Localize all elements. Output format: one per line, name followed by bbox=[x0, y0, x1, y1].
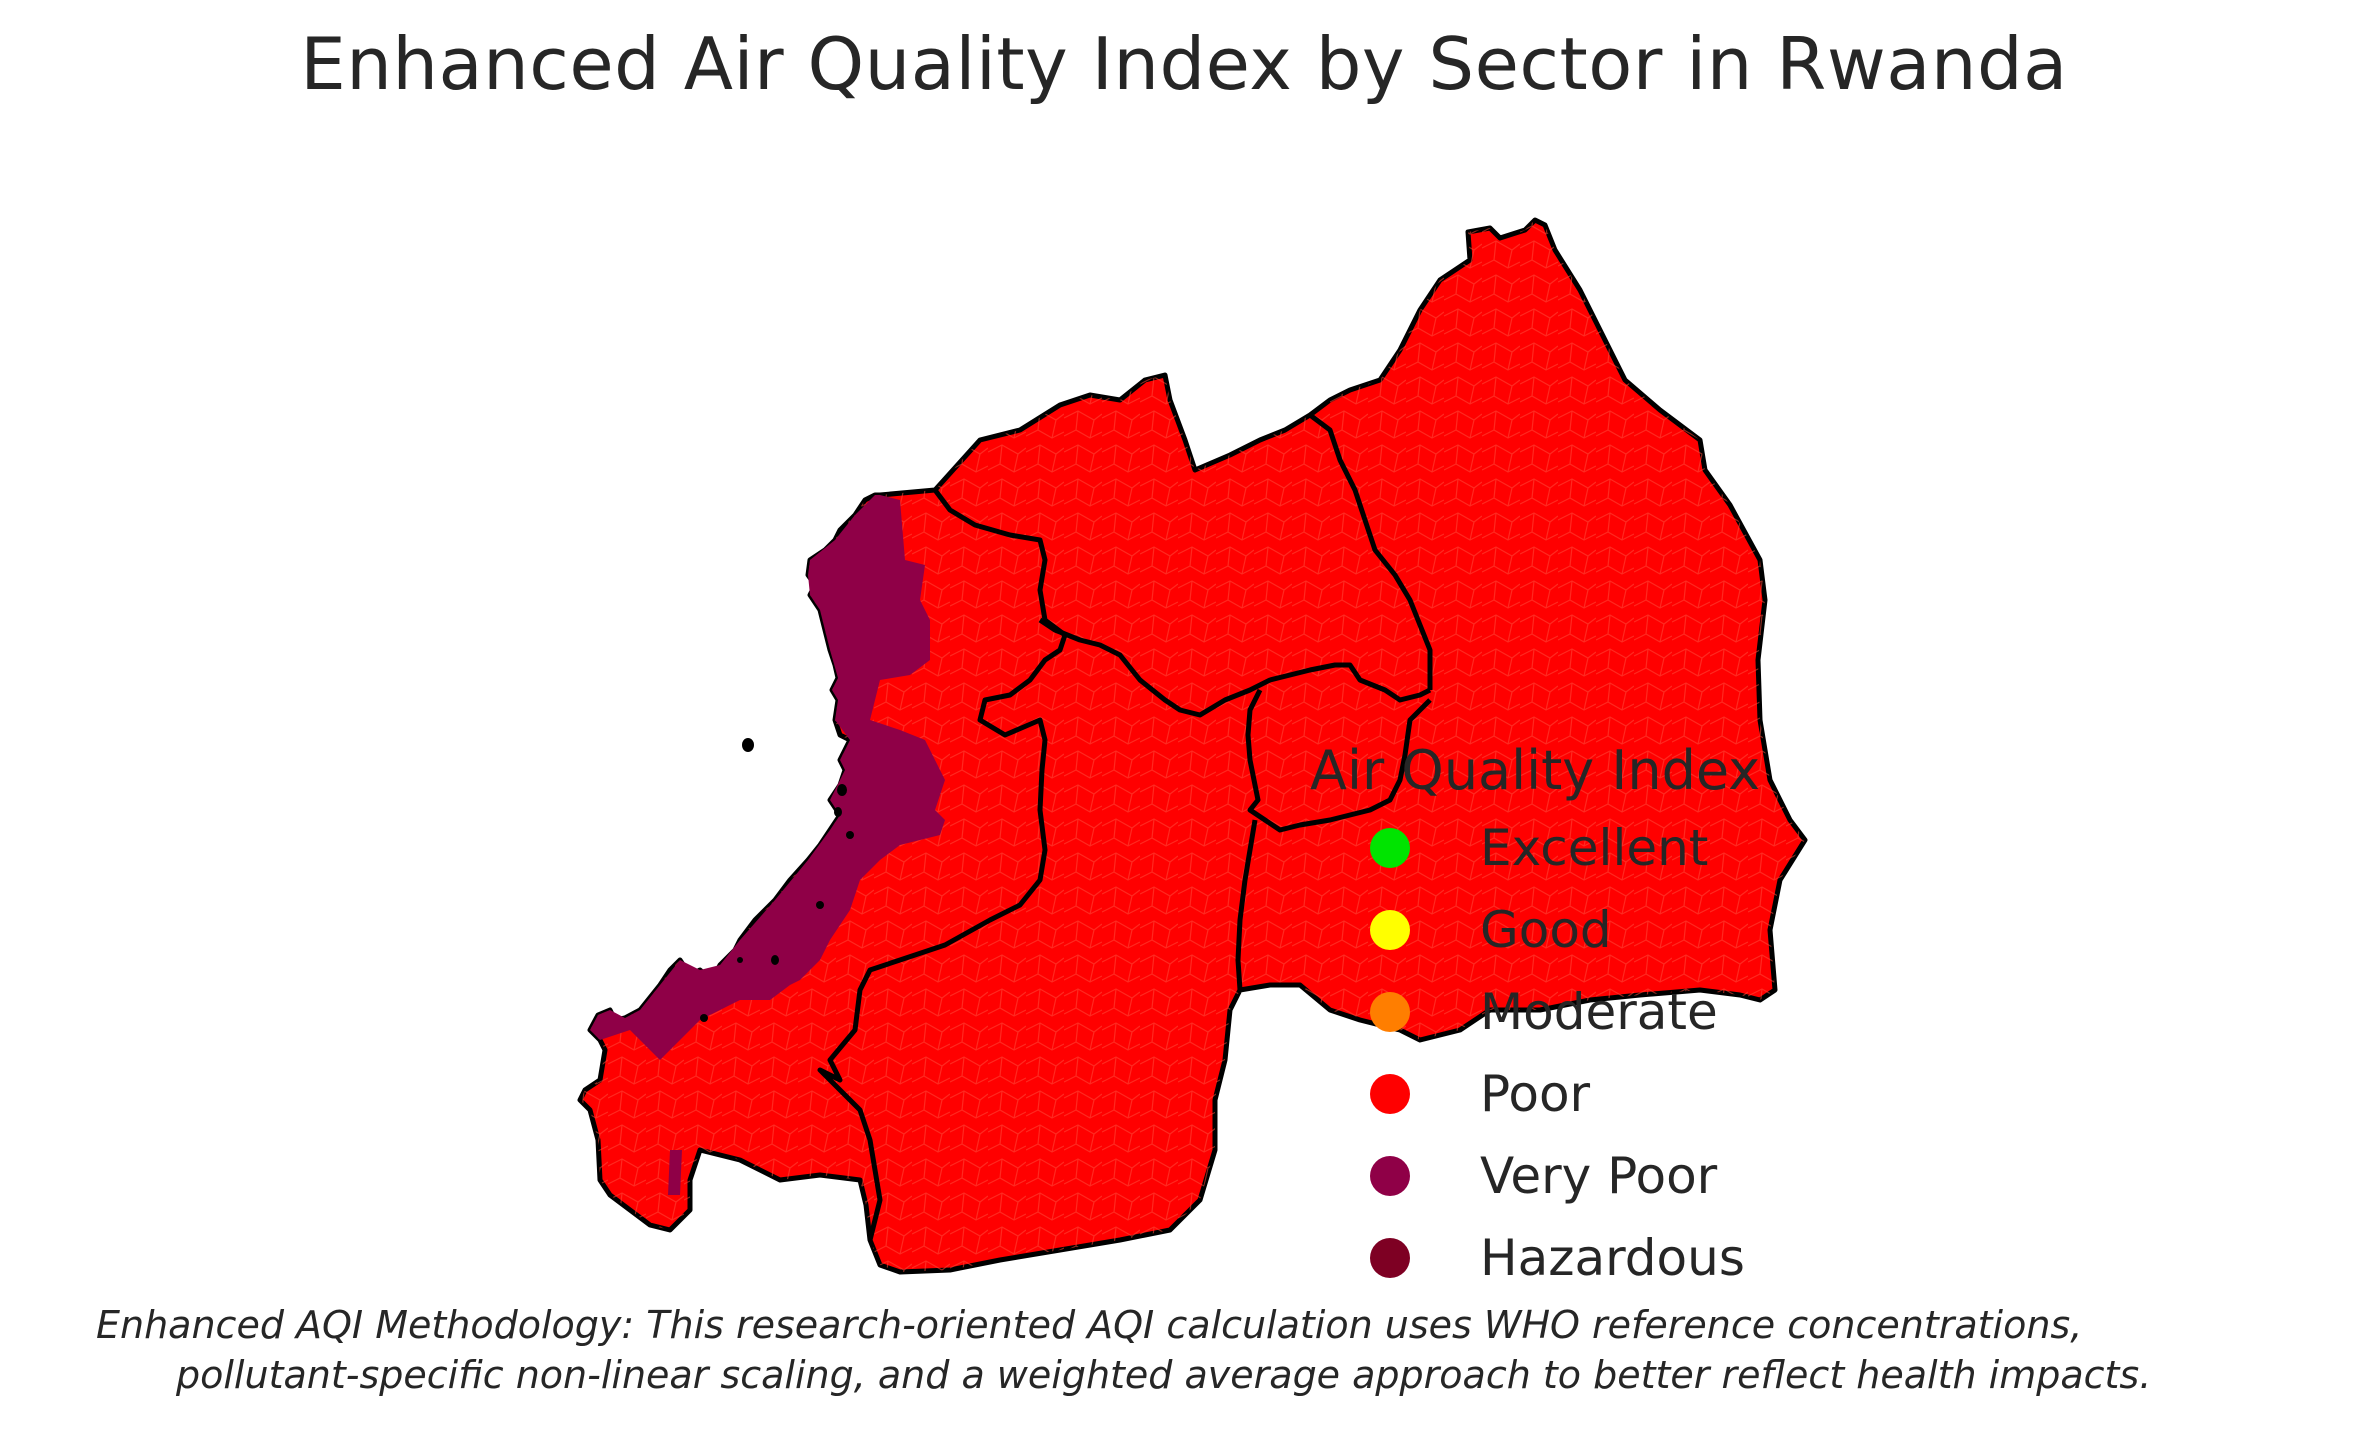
legend-item-hazardous: Hazardous bbox=[1300, 1217, 1860, 1299]
legend-label: Poor bbox=[1480, 1065, 1591, 1123]
legend-swatch-excellent bbox=[1370, 828, 1410, 868]
legend-item-good: Good bbox=[1300, 889, 1860, 971]
legend-label: Very Poor bbox=[1480, 1147, 1718, 1205]
legend-swatch-good bbox=[1370, 910, 1410, 950]
very-poor-region bbox=[590, 495, 945, 1060]
legend-title: Air Quality Index bbox=[1310, 739, 1761, 802]
legend-item-excellent: Excellent bbox=[1300, 807, 1860, 889]
legend: Air Quality Index Excellent Good Moderat… bbox=[1300, 735, 1860, 1299]
legend-item-very-poor: Very Poor bbox=[1300, 1135, 1860, 1217]
legend-item-moderate: Moderate bbox=[1300, 971, 1860, 1053]
legend-item-poor: Poor bbox=[1300, 1053, 1860, 1135]
legend-swatch-hazardous bbox=[1370, 1238, 1410, 1278]
footnote-line-1: Enhanced AQI Methodology: This research-… bbox=[96, 1303, 2083, 1347]
legend-swatch-moderate bbox=[1370, 992, 1410, 1032]
footnote-line-2: pollutant-specific non-linear scaling, a… bbox=[176, 1353, 2152, 1397]
legend-label: Excellent bbox=[1480, 819, 1709, 877]
legend-swatch-poor bbox=[1370, 1074, 1410, 1114]
legend-label: Moderate bbox=[1480, 983, 1718, 1041]
page-title: Enhanced Air Quality Index by Sector in … bbox=[300, 22, 2068, 106]
legend-label: Good bbox=[1480, 901, 1612, 959]
lake-islands bbox=[700, 738, 854, 1022]
legend-label: Hazardous bbox=[1480, 1229, 1745, 1287]
province-borders bbox=[817, 413, 1433, 1241]
legend-swatch-very-poor bbox=[1370, 1156, 1410, 1196]
very-poor-patch bbox=[668, 1150, 682, 1195]
